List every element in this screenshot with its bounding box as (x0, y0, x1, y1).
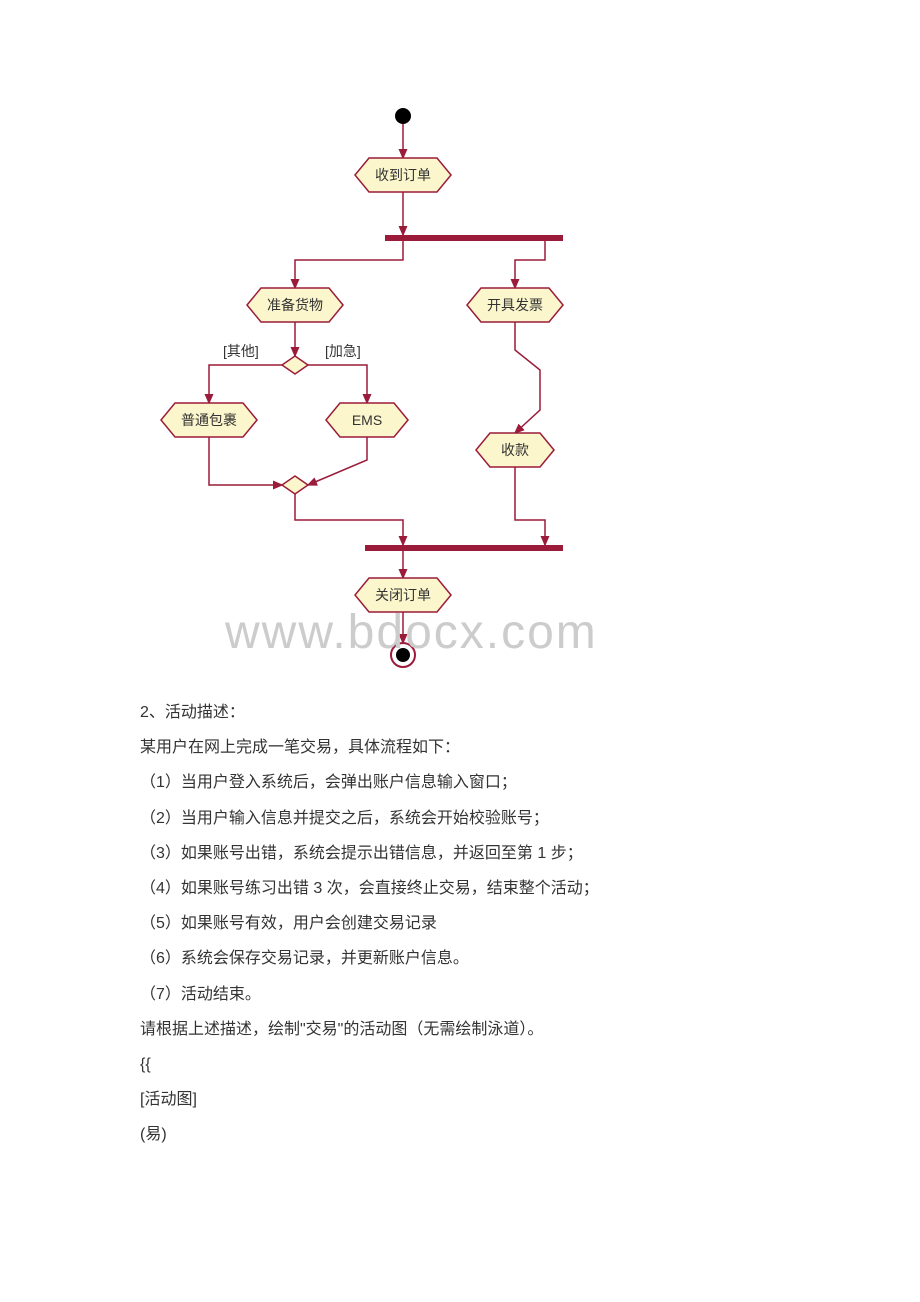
question-text: 2、活动描述： 某用户在网上完成一笔交易，具体流程如下： （1）当用户登入系统后… (140, 695, 780, 1152)
step-3: （3）如果账号出错，系统会提示出错信息，并返回至第 1 步； (140, 836, 780, 871)
question-task: 请根据上述描述，绘制"交易"的活动图（无需绘制泳道）。 (140, 1012, 780, 1047)
activity-diagram: 收到订单准备货物 开具发票普通包裹 EMS 收款关闭订单 [其他] [加急] (145, 100, 655, 675)
svg-text:EMS: EMS (352, 412, 382, 428)
svg-text:收到订单: 收到订单 (375, 167, 431, 183)
svg-text:关闭订单: 关闭订单 (375, 587, 431, 603)
svg-text:开具发票: 开具发票 (487, 297, 543, 313)
svg-text:收款: 收款 (501, 442, 529, 458)
difficulty: (易) (140, 1117, 780, 1152)
question-number: 2、活动描述： (140, 695, 780, 730)
step-7: （7）活动结束。 (140, 977, 780, 1012)
brace: {{ (140, 1047, 780, 1082)
answer-tag: [活动图] (140, 1082, 780, 1117)
question-intro: 某用户在网上完成一笔交易，具体流程如下： (140, 730, 780, 765)
step-4: （4）如果账号练习出错 3 次，会直接终止交易，结束整个活动； (140, 871, 780, 906)
step-2: （2）当用户输入信息并提交之后，系统会开始校验账号； (140, 801, 780, 836)
svg-text:准备货物: 准备货物 (267, 297, 323, 313)
svg-text:[其他]: [其他] (223, 343, 259, 359)
svg-text:普通包裹: 普通包裹 (181, 412, 237, 428)
step-6: （6）系统会保存交易记录，并更新账户信息。 (140, 941, 780, 976)
svg-text:[加急]: [加急] (325, 343, 361, 359)
step-1: （1）当用户登入系统后，会弹出账户信息输入窗口； (140, 765, 780, 800)
diagram-svg: 收到订单准备货物 开具发票普通包裹 EMS 收款关闭订单 [其他] [加急] (145, 100, 655, 675)
step-5: （5）如果账号有效，用户会创建交易记录 (140, 906, 780, 941)
